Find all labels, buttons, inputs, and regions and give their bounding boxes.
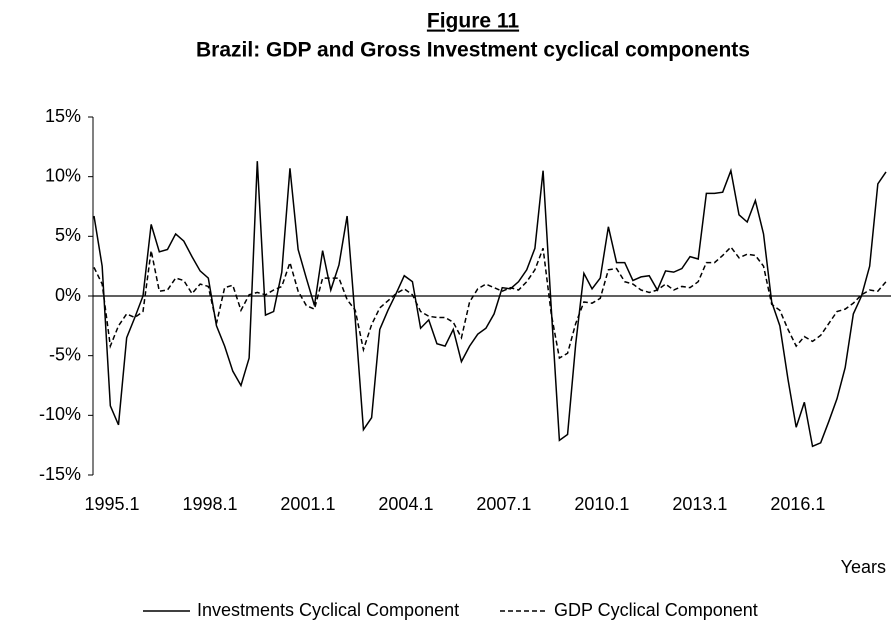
x-tick-label: 2007.1 — [476, 494, 531, 514]
series-line — [93, 245, 887, 360]
legend-label: GDP Cyclical Component — [554, 600, 758, 620]
x-axis-label: Years — [841, 557, 886, 577]
y-tick-label: -15% — [39, 464, 81, 484]
y-tick-label: 15% — [45, 106, 81, 126]
x-tick-label: 1995.1 — [84, 494, 139, 514]
y-tick-label: -10% — [39, 404, 81, 424]
x-tick-label: 1998.1 — [182, 494, 237, 514]
x-tick-label: 2004.1 — [378, 494, 433, 514]
series-line — [93, 161, 887, 448]
legend-label: Investments Cyclical Component — [197, 600, 459, 620]
x-tick-label: 2016.1 — [770, 494, 825, 514]
y-tick-label: 5% — [55, 225, 81, 245]
y-tick-label: 0% — [55, 285, 81, 305]
y-tick-label: 10% — [45, 165, 81, 185]
y-tick-label: -5% — [49, 344, 81, 364]
chart-subtitle: Brazil: GDP and Gross Investment cyclica… — [196, 39, 750, 62]
chart-title: Figure 11 — [427, 10, 520, 33]
x-tick-label: 2010.1 — [574, 494, 629, 514]
x-tick-label: 2013.1 — [672, 494, 727, 514]
x-tick-label: 2001.1 — [280, 494, 335, 514]
